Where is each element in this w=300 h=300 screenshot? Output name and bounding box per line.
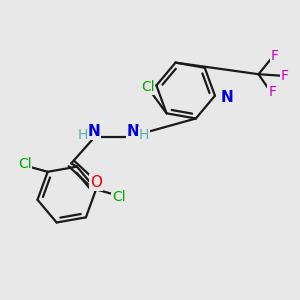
Text: F: F bbox=[270, 50, 278, 63]
Text: Cl: Cl bbox=[112, 190, 126, 204]
Text: N: N bbox=[87, 124, 100, 139]
Text: N: N bbox=[127, 124, 140, 139]
Text: Cl: Cl bbox=[18, 157, 32, 171]
Text: H: H bbox=[139, 128, 149, 142]
Text: H: H bbox=[77, 128, 88, 142]
Text: O: O bbox=[90, 175, 102, 190]
Text: F: F bbox=[280, 69, 288, 83]
Text: F: F bbox=[268, 85, 276, 99]
Text: N: N bbox=[220, 90, 233, 105]
Text: Cl: Cl bbox=[141, 80, 154, 94]
